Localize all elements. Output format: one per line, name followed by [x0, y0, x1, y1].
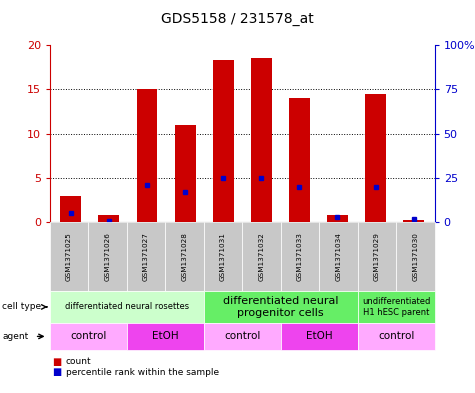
Text: percentile rank within the sample: percentile rank within the sample — [66, 368, 219, 376]
Text: count: count — [66, 357, 91, 366]
Text: ■: ■ — [52, 356, 61, 367]
Bar — [175, 125, 196, 222]
Bar — [60, 195, 81, 222]
Bar — [365, 94, 386, 222]
Text: GSM1371033: GSM1371033 — [297, 232, 303, 281]
Text: agent: agent — [2, 332, 28, 341]
Bar — [213, 60, 234, 222]
Text: control: control — [378, 331, 414, 342]
Bar — [98, 215, 119, 222]
Text: GSM1371032: GSM1371032 — [258, 232, 265, 281]
Text: GSM1371027: GSM1371027 — [143, 232, 149, 281]
Text: ■: ■ — [52, 367, 61, 377]
Bar — [136, 90, 158, 222]
Bar — [327, 215, 348, 222]
Bar — [289, 98, 310, 222]
Text: GSM1371034: GSM1371034 — [335, 232, 342, 281]
Text: differentiated neural
progenitor cells: differentiated neural progenitor cells — [223, 296, 339, 318]
Bar — [251, 59, 272, 222]
Text: control: control — [70, 331, 106, 342]
Text: undifferentiated
H1 hESC parent: undifferentiated H1 hESC parent — [362, 297, 430, 317]
Text: GSM1371025: GSM1371025 — [66, 232, 72, 281]
Text: EtOH: EtOH — [152, 331, 179, 342]
Text: control: control — [224, 331, 260, 342]
Text: cell type: cell type — [2, 303, 41, 311]
Text: differentiated neural rosettes: differentiated neural rosettes — [65, 303, 189, 311]
Text: GSM1371029: GSM1371029 — [374, 232, 380, 281]
Text: EtOH: EtOH — [306, 331, 332, 342]
Text: GSM1371030: GSM1371030 — [412, 232, 418, 281]
Text: GDS5158 / 231578_at: GDS5158 / 231578_at — [161, 11, 314, 26]
Text: GSM1371031: GSM1371031 — [220, 232, 226, 281]
Text: GSM1371028: GSM1371028 — [181, 232, 188, 281]
Text: GSM1371026: GSM1371026 — [104, 232, 111, 281]
Bar — [403, 220, 424, 222]
